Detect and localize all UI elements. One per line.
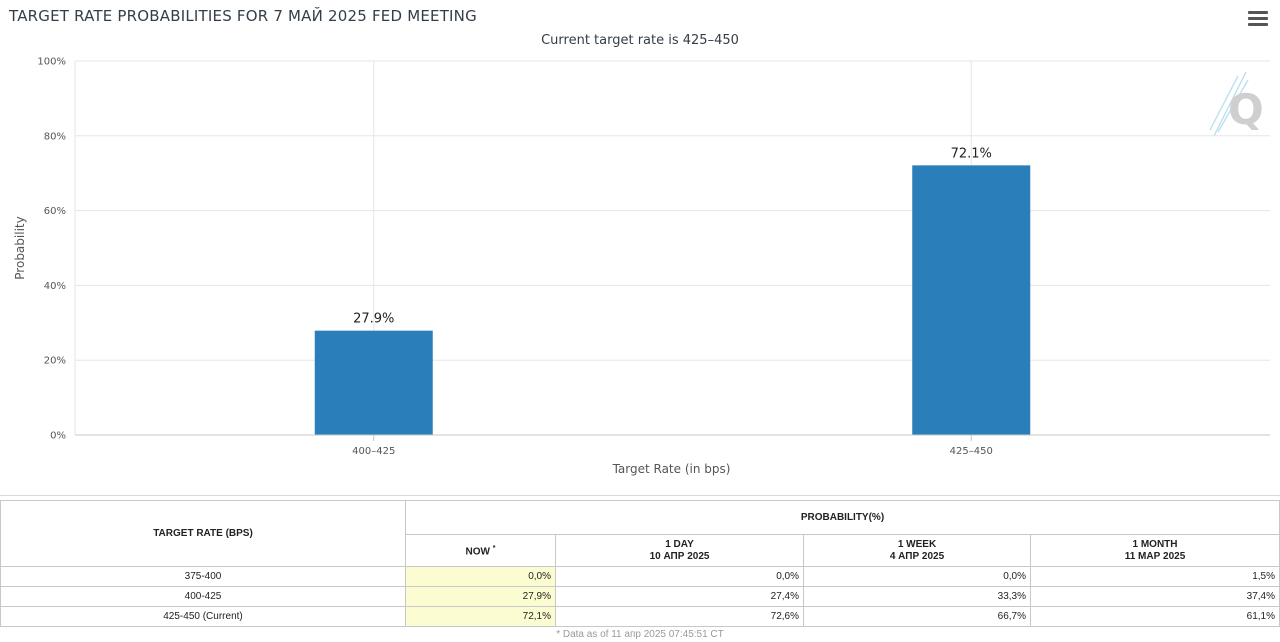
probability-table-panel: TARGET RATE (BPS) PROBABILITY(%) NOW * 1…	[0, 500, 1280, 642]
probability-header: PROBABILITY(%)	[405, 500, 1280, 535]
col-1day-label: 1 DAY	[665, 538, 694, 550]
y-tick-label: 60%	[44, 206, 66, 217]
1week-value-cell: 66,7%	[803, 606, 1031, 627]
1month-value-cell: 37,4%	[1030, 586, 1280, 607]
col-header-now: NOW *	[405, 534, 556, 567]
x-tick-label: 425–450	[950, 446, 993, 457]
chart-subtitle: Current target rate is 425–450	[541, 33, 739, 48]
chart-title: TARGET RATE PROBABILITIES FOR 7 МАЙ 2025…	[9, 7, 477, 25]
y-tick-label: 40%	[44, 281, 66, 292]
y-tick-label: 80%	[44, 131, 66, 142]
bar-chart: 0% 20% 40% 60% 80% 100% 27.9% 400–425 72.1% 425–…	[13, 57, 1270, 476]
col-1week-label: 1 WEEK	[897, 538, 937, 550]
rate-cell: 400-425	[0, 586, 406, 607]
1day-value-cell: 72,6%	[555, 606, 804, 627]
y-tick-label: 0%	[50, 431, 66, 442]
x-axis-title: Target Rate (in bps)	[612, 462, 731, 476]
data-label: 27.9%	[353, 312, 394, 327]
data-label: 72.1%	[951, 146, 992, 161]
1day-value-cell: 0,0%	[555, 566, 804, 587]
col-header-1month: 1 MONTH 11 МАР 2025	[1030, 534, 1280, 567]
rate-cell: 375-400	[0, 566, 406, 587]
bar-400–425[interactable]	[314, 330, 433, 435]
1day-value-cell: 27,4%	[555, 586, 804, 607]
target-rate-header: TARGET RATE (BPS)	[0, 500, 406, 567]
bars-layer: 27.9% 400–425 72.1% 425–450	[314, 146, 1031, 457]
col-1week-date: 4 АПР 2025	[889, 550, 945, 562]
q-logo-icon: Q	[1209, 71, 1264, 137]
chart-panel: TARGET RATE PROBABILITIES FOR 7 МАЙ 2025…	[0, 7, 1280, 496]
table-row: 425-450 (Current) 72,1% 72,6% 66,7% 61,1…	[0, 606, 1280, 627]
y-axis-title: Probability	[13, 216, 27, 279]
y-tick-label: 20%	[44, 356, 66, 367]
probability-table: TARGET RATE (BPS) PROBABILITY(%) NOW * 1…	[0, 500, 1280, 627]
now-value-cell: 72,1%	[405, 606, 556, 627]
now-value-cell: 27,9%	[405, 586, 556, 607]
footnote-marker: *	[492, 544, 496, 552]
col-1month-date: 11 МАР 2025	[1124, 550, 1186, 562]
bar-425–450[interactable]	[912, 165, 1031, 435]
hamburger-menu-icon[interactable]	[1248, 11, 1268, 27]
rate-cell: 425-450 (Current)	[0, 606, 406, 627]
col-1month-label: 1 MONTH	[1132, 538, 1178, 550]
x-tick-label: 400–425	[352, 446, 395, 457]
1week-value-cell: 33,3%	[803, 586, 1031, 607]
1month-value-cell: 61,1%	[1030, 606, 1280, 627]
data-timestamp-footnote: * Data as of 11 апр 2025 07:45:51 CT	[556, 629, 724, 640]
col-now-label: NOW	[465, 546, 490, 558]
now-value-cell: 0,0%	[405, 566, 556, 587]
y-tick-label: 100%	[37, 57, 66, 68]
grid-layer: 0% 20% 40% 60% 80% 100%	[37, 57, 1270, 442]
table-row: 375-400 0,0% 0,0% 0,0% 1,5%	[0, 566, 1280, 587]
1week-value-cell: 0,0%	[803, 566, 1031, 587]
col-header-1week: 1 WEEK 4 АПР 2025	[803, 534, 1031, 567]
svg-text:Q: Q	[1228, 85, 1264, 134]
col-1day-date: 10 АПР 2025	[649, 550, 710, 562]
1month-value-cell: 1,5%	[1030, 566, 1280, 587]
table-row: 400-425 27,9% 27,4% 33,3% 37,4%	[0, 586, 1280, 607]
col-header-1day: 1 DAY 10 АПР 2025	[555, 534, 804, 567]
